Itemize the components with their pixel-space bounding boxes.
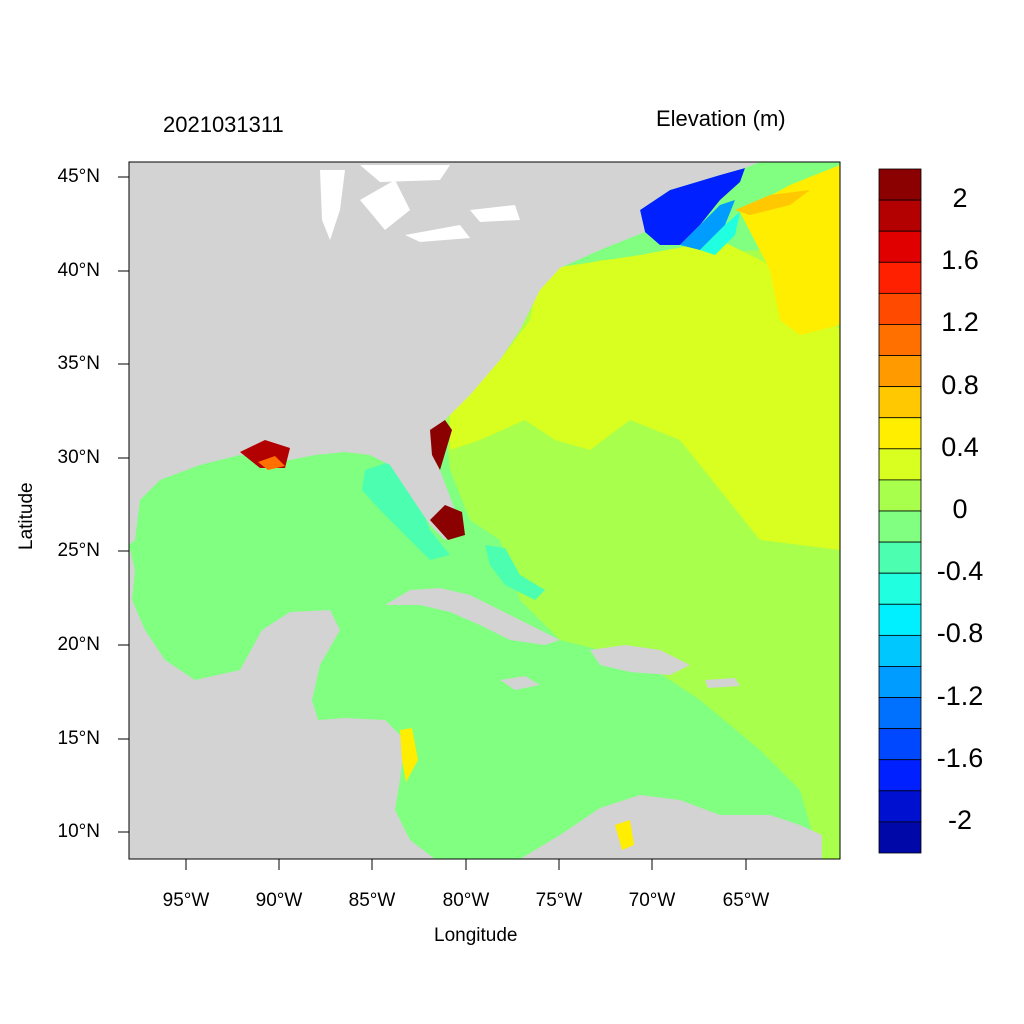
x-tick-label: 85°W bbox=[348, 890, 396, 911]
x-tick-marks bbox=[185, 859, 747, 870]
colorbar-swatch bbox=[878, 199, 922, 232]
colorbar-label: 2 bbox=[952, 183, 968, 214]
colorbar-label: -0.4 bbox=[936, 556, 984, 587]
nova-scotia-orange bbox=[735, 190, 810, 215]
colorbar-swatch bbox=[878, 666, 922, 698]
colorbar-swatch bbox=[878, 355, 922, 388]
colorbar-swatch bbox=[878, 292, 922, 325]
cuba-land bbox=[385, 588, 560, 645]
y-tick-label: 40°N bbox=[57, 260, 100, 281]
colorbar-swatch bbox=[878, 386, 922, 419]
hispaniola-land bbox=[590, 645, 690, 675]
y-tick-label: 30°N bbox=[57, 447, 100, 468]
gulf-maine-cyan bbox=[700, 212, 740, 255]
y-tick-label: 10°N bbox=[57, 821, 100, 842]
colorbar-swatch bbox=[878, 541, 922, 574]
colorbar-label: -0.8 bbox=[936, 618, 984, 649]
colorbar-label: 0.4 bbox=[941, 431, 979, 462]
south-america-land bbox=[520, 795, 822, 859]
colorbar-label: -1.6 bbox=[936, 742, 984, 773]
colorbar-swatch bbox=[878, 697, 922, 730]
great-lakes bbox=[320, 165, 520, 242]
y-tick-label: 35°N bbox=[57, 353, 100, 374]
colorbar-swatch bbox=[878, 728, 922, 761]
date-label: 2021031311 bbox=[163, 112, 284, 137]
y-tick-label: 25°N bbox=[57, 540, 100, 561]
colorbar-label: -1.2 bbox=[936, 680, 984, 711]
colorbar-swatch bbox=[878, 230, 922, 263]
gulf-maine-deep-blue bbox=[640, 168, 745, 245]
x-tick-label: 70°W bbox=[628, 890, 676, 911]
colorbar-swatch bbox=[878, 479, 922, 512]
x-tick-label: 80°W bbox=[442, 890, 490, 911]
colorbar bbox=[878, 168, 922, 854]
colorbar-label: 0 bbox=[952, 494, 968, 524]
bahamas-shelf bbox=[485, 545, 545, 600]
colorbar-title: Elevation (m) bbox=[656, 106, 786, 131]
colorbar-swatch bbox=[878, 603, 922, 636]
x-tick-label: 95°W bbox=[162, 890, 210, 911]
x-axis-title: Longitude bbox=[434, 925, 518, 946]
colorbar-swatch bbox=[878, 572, 922, 605]
louisiana-orange bbox=[258, 456, 285, 470]
honduras-yellow bbox=[400, 728, 418, 782]
y-tick-label: 20°N bbox=[57, 634, 100, 655]
gulf-maine-blue bbox=[680, 200, 735, 250]
colorbar-swatch bbox=[878, 168, 922, 201]
colorbar-label: -2 bbox=[947, 804, 972, 835]
colorbar-label: 1.2 bbox=[941, 307, 979, 338]
colorbar-label: 0.8 bbox=[941, 369, 979, 400]
puerto-rico-land bbox=[705, 678, 740, 688]
y-tick-label: 45°N bbox=[57, 166, 100, 187]
colorbar-label: 1.6 bbox=[941, 245, 979, 276]
mexico-central-america-land bbox=[129, 545, 435, 859]
colorbar-swatch bbox=[878, 821, 922, 854]
colorbar-swatch bbox=[878, 510, 922, 543]
colorbar-swatch bbox=[878, 634, 922, 667]
colorbar-swatch bbox=[878, 261, 922, 294]
south-florida-surge bbox=[430, 505, 465, 540]
x-tick-label: 65°W bbox=[722, 890, 770, 911]
colorbar-swatch bbox=[878, 448, 922, 481]
y-tick-label: 15°N bbox=[57, 728, 100, 749]
colorbar-swatch bbox=[878, 417, 922, 450]
georgia-coast-surge bbox=[430, 420, 452, 470]
west-florida-shelf bbox=[362, 460, 450, 560]
x-tick-label: 75°W bbox=[535, 890, 583, 911]
maracaibo-yellow bbox=[615, 820, 634, 850]
y-tick-marks bbox=[118, 176, 129, 833]
x-tick-label: 90°W bbox=[255, 890, 303, 911]
atlantic-yellowgreen-region bbox=[450, 240, 840, 550]
colorbar-swatch bbox=[878, 790, 922, 823]
jamaica-land bbox=[500, 676, 540, 690]
map-frame bbox=[128, 161, 841, 860]
colorbar-swatch bbox=[878, 759, 922, 792]
colorbar-swatch bbox=[878, 324, 922, 356]
